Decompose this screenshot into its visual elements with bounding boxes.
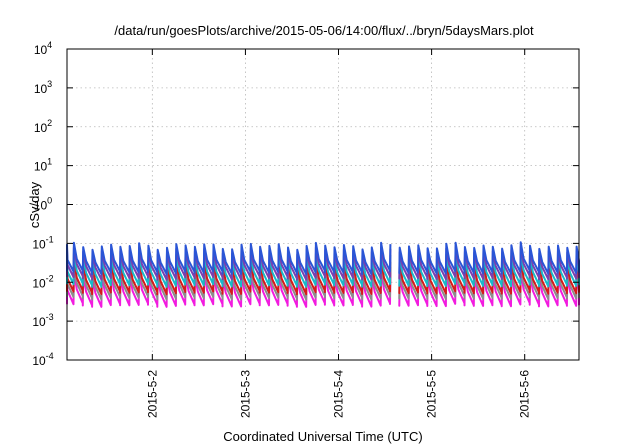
x-tick-label: 2015-5-3 [238,370,252,418]
series-line [398,241,580,275]
y-tick-label: 102 [34,118,52,135]
series-line [66,259,392,296]
x-tick-label: 2015-5-4 [332,370,346,418]
series-line [66,252,392,288]
x-tick-label: 2015-5-2 [145,370,159,418]
y-axis-ticks: 10-4 10-3 10-2 10-1 100 101 102 103 104 [32,40,579,368]
y-tick-label: 10-4 [32,351,53,368]
chart-title: /data/run/goesPlots/archive/2015-05-06/1… [114,23,534,38]
x-axis-title: Coordinated Universal Time (UTC) [223,429,422,444]
series-lines [66,241,580,308]
y-tick-label: 103 [34,79,52,96]
x-tick-label: 2015-5-5 [425,370,439,418]
y-axis-title: cSv/day [27,181,42,228]
y-tick-label: 10-1 [32,234,53,251]
y-tick-label: 10-2 [32,273,53,290]
y-tick-label: 10-3 [32,312,53,329]
y-tick-label: 101 [34,157,52,174]
x-tick-label: 2015-5-6 [518,370,532,418]
y-tick-label: 100 [34,196,52,213]
grid-lines [67,49,579,360]
series-line [66,241,392,276]
y-tick-label: 104 [34,40,52,57]
x-axis-ticks: 2015-5-2 2015-5-3 2015-5-4 2015-5-5 2015-5-6 [145,49,532,418]
series-line [66,270,392,308]
